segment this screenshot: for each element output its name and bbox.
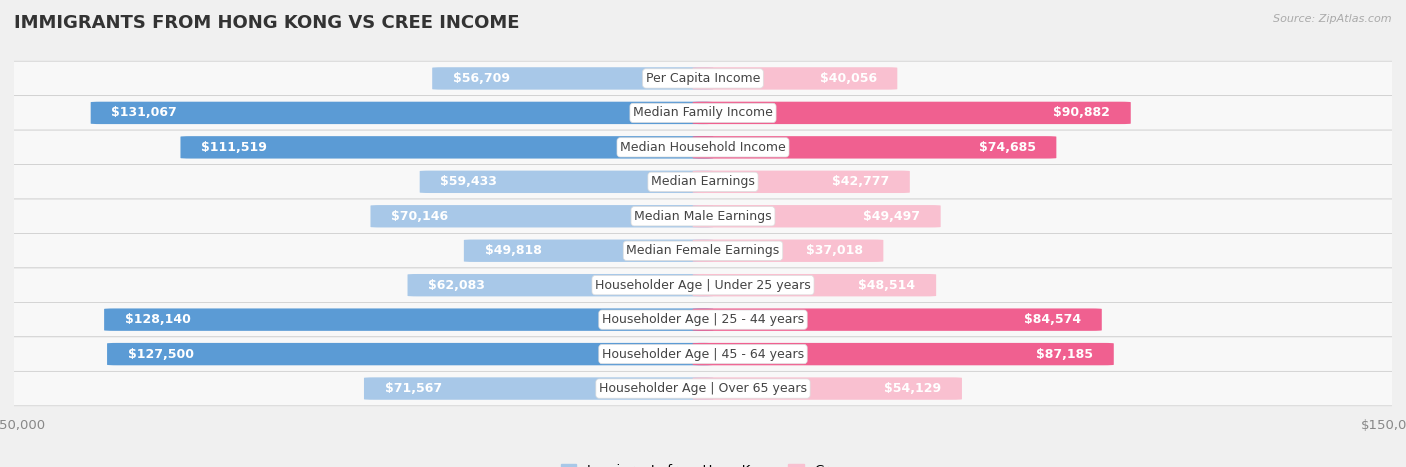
Text: $70,146: $70,146 bbox=[391, 210, 449, 223]
FancyBboxPatch shape bbox=[408, 274, 713, 297]
FancyBboxPatch shape bbox=[0, 371, 1406, 406]
FancyBboxPatch shape bbox=[371, 205, 713, 227]
Text: $84,574: $84,574 bbox=[1024, 313, 1081, 326]
FancyBboxPatch shape bbox=[693, 205, 941, 227]
Text: IMMIGRANTS FROM HONG KONG VS CREE INCOME: IMMIGRANTS FROM HONG KONG VS CREE INCOME bbox=[14, 14, 520, 32]
Text: $54,129: $54,129 bbox=[884, 382, 941, 395]
Text: Householder Age | Over 65 years: Householder Age | Over 65 years bbox=[599, 382, 807, 395]
FancyBboxPatch shape bbox=[693, 67, 897, 90]
FancyBboxPatch shape bbox=[693, 274, 936, 297]
FancyBboxPatch shape bbox=[364, 377, 713, 400]
Text: Median Female Earnings: Median Female Earnings bbox=[627, 244, 779, 257]
Text: $59,433: $59,433 bbox=[440, 175, 498, 188]
FancyBboxPatch shape bbox=[107, 343, 713, 365]
Text: $37,018: $37,018 bbox=[806, 244, 863, 257]
FancyBboxPatch shape bbox=[0, 337, 1406, 371]
Text: Source: ZipAtlas.com: Source: ZipAtlas.com bbox=[1274, 14, 1392, 24]
Text: $128,140: $128,140 bbox=[125, 313, 191, 326]
FancyBboxPatch shape bbox=[180, 136, 713, 159]
Text: Median Family Income: Median Family Income bbox=[633, 106, 773, 120]
Text: Median Household Income: Median Household Income bbox=[620, 141, 786, 154]
FancyBboxPatch shape bbox=[693, 102, 1130, 124]
FancyBboxPatch shape bbox=[104, 308, 713, 331]
FancyBboxPatch shape bbox=[0, 303, 1406, 337]
FancyBboxPatch shape bbox=[0, 164, 1406, 199]
FancyBboxPatch shape bbox=[0, 130, 1406, 164]
FancyBboxPatch shape bbox=[464, 240, 713, 262]
Text: $90,882: $90,882 bbox=[1053, 106, 1111, 120]
FancyBboxPatch shape bbox=[693, 377, 962, 400]
Text: $74,685: $74,685 bbox=[979, 141, 1036, 154]
Text: $56,709: $56,709 bbox=[453, 72, 510, 85]
Text: Per Capita Income: Per Capita Income bbox=[645, 72, 761, 85]
FancyBboxPatch shape bbox=[90, 102, 713, 124]
FancyBboxPatch shape bbox=[0, 96, 1406, 130]
Text: Householder Age | Under 25 years: Householder Age | Under 25 years bbox=[595, 279, 811, 292]
FancyBboxPatch shape bbox=[693, 240, 883, 262]
FancyBboxPatch shape bbox=[693, 343, 1114, 365]
FancyBboxPatch shape bbox=[420, 170, 713, 193]
Text: Median Earnings: Median Earnings bbox=[651, 175, 755, 188]
FancyBboxPatch shape bbox=[693, 170, 910, 193]
FancyBboxPatch shape bbox=[0, 199, 1406, 234]
FancyBboxPatch shape bbox=[432, 67, 713, 90]
Text: $42,777: $42,777 bbox=[832, 175, 889, 188]
Text: $62,083: $62,083 bbox=[429, 279, 485, 292]
FancyBboxPatch shape bbox=[0, 234, 1406, 268]
Text: $87,185: $87,185 bbox=[1036, 347, 1092, 361]
FancyBboxPatch shape bbox=[693, 136, 1056, 159]
Legend: Immigrants from Hong Kong, Cree: Immigrants from Hong Kong, Cree bbox=[555, 459, 851, 467]
Text: $71,567: $71,567 bbox=[385, 382, 441, 395]
FancyBboxPatch shape bbox=[693, 308, 1102, 331]
FancyBboxPatch shape bbox=[0, 268, 1406, 303]
Text: $49,818: $49,818 bbox=[485, 244, 541, 257]
Text: $131,067: $131,067 bbox=[111, 106, 177, 120]
Text: Householder Age | 25 - 44 years: Householder Age | 25 - 44 years bbox=[602, 313, 804, 326]
Text: $48,514: $48,514 bbox=[858, 279, 915, 292]
Text: $127,500: $127,500 bbox=[128, 347, 194, 361]
Text: Median Male Earnings: Median Male Earnings bbox=[634, 210, 772, 223]
Text: Householder Age | 45 - 64 years: Householder Age | 45 - 64 years bbox=[602, 347, 804, 361]
Text: $40,056: $40,056 bbox=[820, 72, 876, 85]
Text: $111,519: $111,519 bbox=[201, 141, 267, 154]
FancyBboxPatch shape bbox=[0, 61, 1406, 96]
Text: $49,497: $49,497 bbox=[863, 210, 920, 223]
